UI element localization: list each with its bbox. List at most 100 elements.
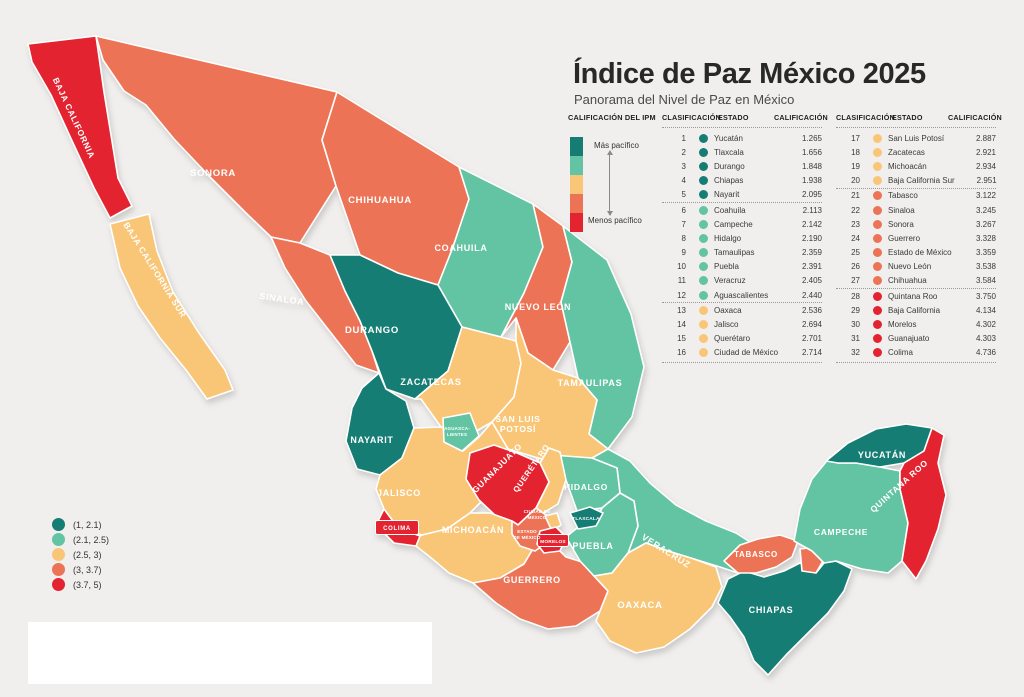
state-cell: Campeche — [714, 219, 753, 229]
score-cell: 4.303 — [975, 334, 996, 344]
rank-cell: 4 — [681, 176, 686, 186]
header-state: ESTADO — [718, 113, 749, 122]
band-dot — [872, 291, 882, 301]
rank-cell: 22 — [851, 205, 860, 215]
state-ciudad-de-mexico[interactable] — [544, 512, 562, 532]
legend-dot — [52, 563, 65, 576]
band-dot — [698, 233, 708, 243]
header-rank: CLASIFICACIÓN — [836, 113, 895, 122]
band-dot — [698, 262, 708, 272]
band-dot — [698, 133, 708, 143]
bottom-white-strip — [28, 622, 432, 684]
score-cell: 1.848 — [801, 161, 822, 171]
table-row: 16 Ciudad de México 2.714 — [662, 346, 822, 360]
table-row: 13 Oaxaca 2.536 — [662, 302, 822, 317]
state-cell: Zacatecas — [888, 147, 925, 157]
rank-cell: 32 — [851, 348, 860, 358]
table-body-1: 1 Yucatán 1.265 2 Tlaxcala 1.656 3 Durango 1.848… — [662, 131, 822, 363]
table-bottom-line — [662, 362, 822, 363]
morelos-badge — [537, 534, 569, 547]
header-rank: CLASIFICACIÓN — [662, 113, 721, 122]
state-cell: Nuevo León — [888, 262, 932, 272]
band-dot — [872, 191, 882, 201]
legend-item: (3.7, 5) — [52, 577, 109, 592]
header-score: CALIFICACIÓN — [774, 113, 828, 122]
arrow-down-icon — [606, 211, 613, 216]
state-cell: Durango — [714, 161, 745, 171]
rank-cell: 2 — [681, 147, 686, 157]
score-cell: 1.265 — [801, 133, 822, 143]
rank-cell: 28 — [851, 291, 860, 301]
table-row: 9 Tamaulipas 2.359 — [662, 246, 822, 260]
label-campeche: CAMPECHE — [814, 527, 868, 537]
rank-cell: 10 — [677, 262, 686, 272]
rank-cell: 31 — [851, 334, 860, 344]
legend-dot — [52, 578, 65, 591]
label-tabasco: TABASCO — [734, 550, 778, 559]
band-dot — [872, 233, 882, 243]
rank-cell: 5 — [681, 190, 686, 200]
state-cell: Coahuila — [714, 205, 746, 215]
state-cell: Guerrero — [888, 233, 921, 243]
score-cell: 2.694 — [801, 320, 822, 330]
label-oaxaca: OAXACA — [617, 600, 662, 611]
state-cell: Nayarit — [714, 190, 740, 200]
state-cell: Hidalgo — [714, 233, 742, 243]
scale-arrow — [606, 150, 613, 216]
state-baja-california-sur[interactable] — [109, 213, 234, 400]
score-cell: 2.405 — [801, 276, 822, 286]
legend-label: (2.1, 2.5) — [73, 534, 110, 545]
state-cell: San Luis Potosí — [888, 133, 945, 143]
label-nuevo-leon: NUEVO LEÓN — [505, 301, 572, 312]
label-edomex-1: ESTADO — [517, 529, 537, 534]
ipm-scale-legend: CALIFICACIÓN DEL IPM Más pacífico Menos … — [568, 113, 663, 232]
state-cell: Querétaro — [714, 334, 751, 344]
rank-cell: 7 — [681, 219, 686, 229]
state-sonora[interactable] — [95, 35, 338, 244]
rank-cell: 17 — [851, 133, 860, 143]
table-row: 30 Morelos 4.302 — [836, 317, 996, 331]
table-row: 31 Guanajuato 4.303 — [836, 332, 996, 346]
score-cell: 2.440 — [801, 290, 822, 300]
state-cell: Estado de México — [888, 248, 952, 258]
band-dot — [872, 161, 882, 171]
score-cell: 1.656 — [801, 147, 822, 157]
table-row: 1 Yucatán 1.265 — [662, 131, 822, 145]
legend-item: (3, 3.7) — [52, 562, 109, 577]
score-cell: 2.701 — [801, 334, 822, 344]
state-cell: Colima — [888, 348, 913, 358]
legend-label: (3, 3.7) — [73, 564, 102, 575]
legend-item: (2.5, 3) — [52, 547, 109, 562]
rank-cell: 14 — [677, 320, 686, 330]
header-state: ESTADO — [892, 113, 923, 122]
state-chiapas[interactable] — [717, 560, 853, 676]
band-dot — [872, 320, 882, 330]
state-cell: Oaxaca — [714, 305, 742, 315]
state-quintana-roo[interactable] — [899, 427, 947, 580]
label-san-luis-potosi-2: POTOSÍ — [500, 424, 536, 434]
band-dot — [698, 348, 708, 358]
rank-cell: 3 — [681, 161, 686, 171]
state-baja-california[interactable] — [27, 35, 133, 219]
score-cell: 2.921 — [975, 147, 996, 157]
label-cdmx-1: CIUDAD DE — [524, 509, 551, 514]
state-cell: Quintana Roo — [888, 291, 938, 301]
label-zacatecas: ZACATECAS — [400, 377, 461, 387]
state-durango[interactable] — [329, 254, 463, 400]
rank-cell: 24 — [851, 233, 860, 243]
state-cell: Michoacán — [888, 161, 927, 171]
state-tlaxcala[interactable] — [569, 506, 604, 530]
label-aguascalientes-2: LIENTES — [447, 432, 467, 437]
table-row: 3 Durango 1.848 — [662, 159, 822, 173]
score-cell: 2.951 — [976, 176, 997, 186]
state-aguascalientes[interactable] — [442, 412, 480, 452]
label-guerrero: GUERRERO — [503, 575, 561, 585]
state-zacatecas[interactable] — [414, 326, 522, 438]
scale-legend-header: CALIFICACIÓN DEL IPM — [568, 113, 656, 122]
state-oaxaca[interactable] — [593, 542, 723, 654]
colima-badge — [375, 520, 419, 535]
state-cell: Puebla — [714, 262, 739, 272]
page-subtitle: Panorama del Nivel de Paz en México — [574, 92, 795, 107]
score-cell: 3.750 — [975, 291, 996, 301]
score-cell: 4.134 — [975, 305, 996, 315]
